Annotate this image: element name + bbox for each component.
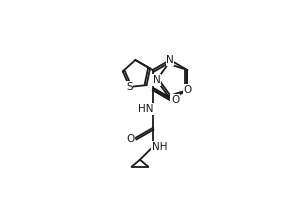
Text: O: O <box>183 85 191 95</box>
Text: N: N <box>166 55 174 65</box>
Text: O: O <box>171 95 179 105</box>
Text: HN: HN <box>138 104 153 114</box>
Text: NH: NH <box>152 142 167 152</box>
Text: N: N <box>153 75 160 85</box>
Text: S: S <box>126 82 133 92</box>
Text: O: O <box>126 134 134 144</box>
